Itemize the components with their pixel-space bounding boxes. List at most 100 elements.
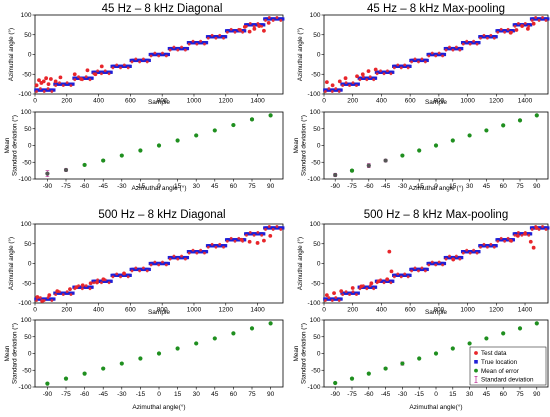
- test-data-point: [355, 293, 358, 297]
- mean-error-point: [268, 113, 273, 118]
- test-data-point: [430, 260, 434, 264]
- true-location-point: [339, 88, 343, 92]
- test-data-point: [392, 66, 396, 70]
- mean-error-point: [119, 153, 124, 158]
- mean-error-point: [249, 326, 255, 331]
- test-data-point: [88, 281, 93, 286]
- true-location-point: [243, 238, 247, 242]
- test-data-point: [417, 269, 420, 273]
- x-tick-label: 1200: [219, 307, 234, 314]
- test-data-point: [530, 228, 534, 231]
- mean-error-point: [249, 117, 255, 122]
- x-tick-label: -60: [80, 391, 90, 398]
- test-data-point: [138, 269, 142, 273]
- x-tick-label: 1000: [187, 98, 202, 105]
- true-location-point: [511, 238, 515, 242]
- x-tick-label: 15: [174, 391, 182, 398]
- x-tick-label: 60: [230, 391, 238, 398]
- test-data-point: [203, 251, 206, 255]
- test-data-point: [100, 281, 103, 285]
- mean-error-point: [417, 148, 422, 153]
- mean-error-point: [63, 167, 69, 173]
- y-tick-label: -50: [311, 367, 321, 374]
- x-tick-label: 1200: [489, 307, 504, 314]
- test-data-point: [195, 42, 199, 46]
- test-data-point: [145, 60, 149, 64]
- x-tick-label: -45: [98, 391, 108, 398]
- test-data-point: [262, 238, 266, 243]
- test-data-point: [180, 45, 183, 49]
- test-data-point: [527, 233, 531, 237]
- test-data-point: [161, 51, 164, 55]
- test-data-point: [324, 293, 329, 297]
- true-location-point: [460, 46, 464, 51]
- x-tick-label: 1000: [460, 98, 475, 105]
- mean-error-point: [467, 133, 472, 138]
- test-data-point: [537, 228, 541, 231]
- test-data-point: [153, 260, 157, 264]
- test-data-point: [74, 285, 79, 290]
- test-data-point: [403, 272, 407, 276]
- test-data-point: [46, 87, 50, 90]
- test-data-point: [267, 16, 271, 19]
- y-tick-label: -100: [18, 176, 31, 183]
- test-data-point: [348, 84, 351, 88]
- test-data-point: [444, 257, 448, 261]
- mean-error-point: [333, 380, 338, 386]
- x-tick-label: 600: [125, 98, 136, 105]
- test-data-point: [417, 60, 420, 64]
- test-data-point: [191, 248, 195, 252]
- mean-error-point: [349, 168, 355, 173]
- x-tick-label: 45: [211, 183, 219, 190]
- y-axis-label-line: Standard deviation (°): [300, 115, 308, 176]
- mean-error-point: [194, 341, 199, 346]
- y-tick-label: 0: [28, 143, 32, 150]
- x-tick-label: 30: [193, 183, 201, 190]
- true-location-point: [243, 29, 247, 33]
- test-data-point: [48, 77, 53, 81]
- x-tick-label: -30: [398, 391, 408, 398]
- x-tick-label: 75: [248, 391, 256, 398]
- mean-error-point: [82, 162, 87, 168]
- panel-title: 500 Hz – 8 kHz Max-pooling: [364, 209, 508, 221]
- test-data-point: [149, 263, 153, 267]
- test-data-point: [107, 281, 111, 285]
- test-data-point: [420, 57, 424, 61]
- test-data-point: [96, 278, 100, 282]
- y-tick-label: 50: [313, 32, 321, 39]
- y-tick-label: 100: [310, 317, 321, 324]
- test-data-point: [341, 293, 345, 297]
- test-data-point: [396, 272, 400, 276]
- test-data-point: [376, 279, 381, 284]
- mean-error-point: [175, 346, 180, 351]
- test-data-point: [61, 84, 65, 88]
- test-data-point: [389, 281, 393, 285]
- test-data-point: [437, 51, 441, 55]
- x-tick-label: 30: [466, 183, 474, 190]
- test-data-point: [515, 233, 520, 238]
- test-data-point: [344, 290, 348, 294]
- test-data-point: [164, 263, 168, 267]
- test-data-point: [214, 36, 218, 40]
- x-tick-label: 45: [483, 183, 491, 190]
- test-data-point: [339, 289, 344, 294]
- test-data-point: [441, 54, 445, 58]
- legend-marker: [474, 351, 478, 355]
- x-tick-label: -60: [80, 183, 90, 190]
- x-tick-label: 0: [33, 307, 37, 314]
- mean-error-point: [138, 356, 143, 361]
- test-data-point: [242, 24, 247, 29]
- test-data-point: [454, 45, 458, 49]
- y-axis-label: MeanStandard deviation (°): [4, 323, 19, 384]
- test-data-point: [337, 299, 341, 302]
- true-location-point: [109, 279, 113, 283]
- test-data-point: [247, 239, 252, 244]
- test-data-point: [482, 242, 486, 246]
- y-tick-label: 100: [310, 221, 321, 228]
- mean-error-point: [501, 331, 506, 336]
- x-tick-label: -45: [98, 183, 108, 190]
- test-data-point: [264, 19, 267, 22]
- mean-error-point: [501, 123, 506, 128]
- test-data-point: [368, 75, 372, 79]
- x-tick-label: -30: [398, 183, 408, 190]
